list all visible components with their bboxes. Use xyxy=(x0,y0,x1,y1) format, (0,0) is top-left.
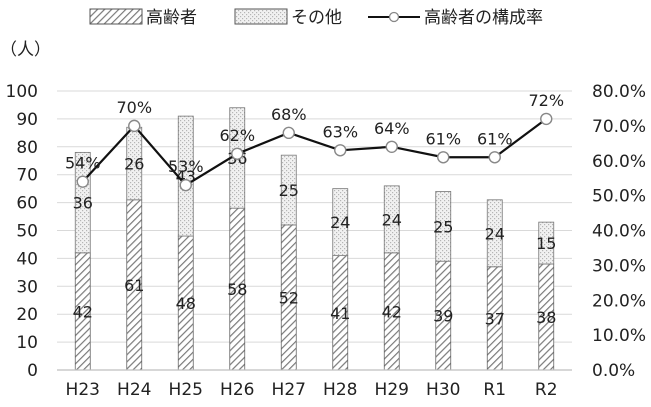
bar-label-other: 36 xyxy=(73,194,93,213)
bar-other xyxy=(538,221,555,265)
rate-point xyxy=(282,126,295,140)
x-tick-label: H28 xyxy=(323,380,357,400)
bar-other xyxy=(435,191,452,262)
bar-label-elderly: 61 xyxy=(124,276,144,295)
legend-swatch-elderly xyxy=(89,8,143,25)
legend-label-other: その他 xyxy=(291,8,342,28)
rate-label: 72% xyxy=(528,91,564,110)
rate-label: 61% xyxy=(425,129,461,148)
x-tick-label: H24 xyxy=(117,380,151,400)
y-tick-label: 70 xyxy=(16,166,38,186)
y2-tick-label: 70.0% xyxy=(592,117,646,137)
bar-label-elderly: 42 xyxy=(382,302,402,321)
rate-label: 63% xyxy=(322,122,358,141)
legend-swatch-other xyxy=(234,8,288,25)
y-tick-label: 10 xyxy=(16,333,38,353)
x-axis: H23 H24 H25 H26 H27 H28 H29 H30 R1 R2 xyxy=(57,369,572,400)
bar-label-elderly: 37 xyxy=(485,309,505,328)
y2-tick-label: 60.0% xyxy=(592,152,646,172)
rate-label: 62% xyxy=(219,126,255,145)
legend: 高齢者 その他 高齢者の構成率 xyxy=(89,8,543,28)
y-tick-label: 100 xyxy=(6,82,38,102)
rate-point xyxy=(334,144,347,157)
x-tick-label: R2 xyxy=(535,380,558,400)
y2-tick-label: 50.0% xyxy=(592,187,646,207)
legend-label-rate: 高齢者の構成率 xyxy=(424,8,543,28)
bar-label-elderly: 58 xyxy=(227,280,247,299)
rate-point xyxy=(437,151,450,164)
rate-line-path xyxy=(81,118,547,187)
rate-label: 54% xyxy=(65,154,101,173)
rate-point xyxy=(76,175,89,188)
bar-label-other: 24 xyxy=(330,213,350,232)
bar-other xyxy=(486,199,503,268)
rate-label: 70% xyxy=(116,98,152,117)
legend-marker xyxy=(388,11,400,23)
x-tick-label: R1 xyxy=(483,380,506,400)
y-tick-label: 0 xyxy=(27,361,38,381)
rate-label: 53% xyxy=(168,157,204,176)
gridlines xyxy=(57,90,572,343)
rate-point xyxy=(385,140,398,154)
y-axis-right: 0.0% 10.0% 20.0% 30.0% 40.0% 50.0% 60.0% 70.0% 8… xyxy=(592,82,646,381)
bar-label-other: 25 xyxy=(279,181,299,200)
y2-tick-label: 10.0% xyxy=(592,326,646,346)
bar-label-elderly: 38 xyxy=(536,308,556,327)
rate-label: 64% xyxy=(374,119,410,138)
bar-label-other: 15 xyxy=(536,234,556,253)
y2-tick-label: 0.0% xyxy=(592,361,635,381)
x-tick-label: H25 xyxy=(169,380,203,400)
bar-other xyxy=(332,188,349,257)
y-tick-label: 40 xyxy=(16,249,38,269)
y2-tick-label: 30.0% xyxy=(592,256,646,276)
y-tick-label: 90 xyxy=(16,110,38,130)
y-axis-unit-label: （人） xyxy=(0,40,51,60)
y-tick-label: 30 xyxy=(16,277,38,297)
y-tick-label: 20 xyxy=(16,305,38,325)
rate-point xyxy=(488,151,501,164)
y2-tick-label: 80.0% xyxy=(592,82,646,102)
x-tick-label: H29 xyxy=(375,380,409,400)
x-tick-label: H30 xyxy=(426,380,460,400)
y-tick-label: 80 xyxy=(16,138,38,158)
bar-label-elderly: 48 xyxy=(176,294,196,313)
rate-point xyxy=(128,119,141,133)
y2-tick-label: 40.0% xyxy=(592,222,646,242)
bar-label-other: 26 xyxy=(124,155,144,174)
bar-label-other: 25 xyxy=(433,217,453,236)
bar-label-elderly: 52 xyxy=(279,288,299,307)
rate-label: 61% xyxy=(477,129,513,148)
bar-label-elderly: 39 xyxy=(433,307,453,326)
bar-label-other: 24 xyxy=(485,224,505,243)
legend-label-elderly: 高齢者 xyxy=(146,8,197,28)
bar-label-elderly: 42 xyxy=(73,302,93,321)
x-tick-label: H23 xyxy=(66,380,100,400)
bar-label-other: 24 xyxy=(382,210,402,229)
rate-line: 54% 70% 53% 62% 68% 63% 64% 61% 61% 72% xyxy=(65,91,564,192)
rate-label: 68% xyxy=(271,105,307,124)
rate-point xyxy=(540,112,553,126)
rate-point xyxy=(231,147,244,160)
y-axis-left: 0 10 20 30 40 50 60 70 80 90 100 xyxy=(6,82,38,381)
bar-other xyxy=(383,185,400,254)
rate-point xyxy=(179,178,192,192)
bar-other xyxy=(280,154,297,226)
y-tick-label: 50 xyxy=(16,222,38,242)
y2-tick-label: 20.0% xyxy=(592,291,646,311)
y-tick-label: 60 xyxy=(16,194,38,214)
x-tick-label: H27 xyxy=(272,380,306,400)
x-tick-label: H26 xyxy=(220,380,254,400)
bar-label-elderly: 41 xyxy=(330,304,350,323)
